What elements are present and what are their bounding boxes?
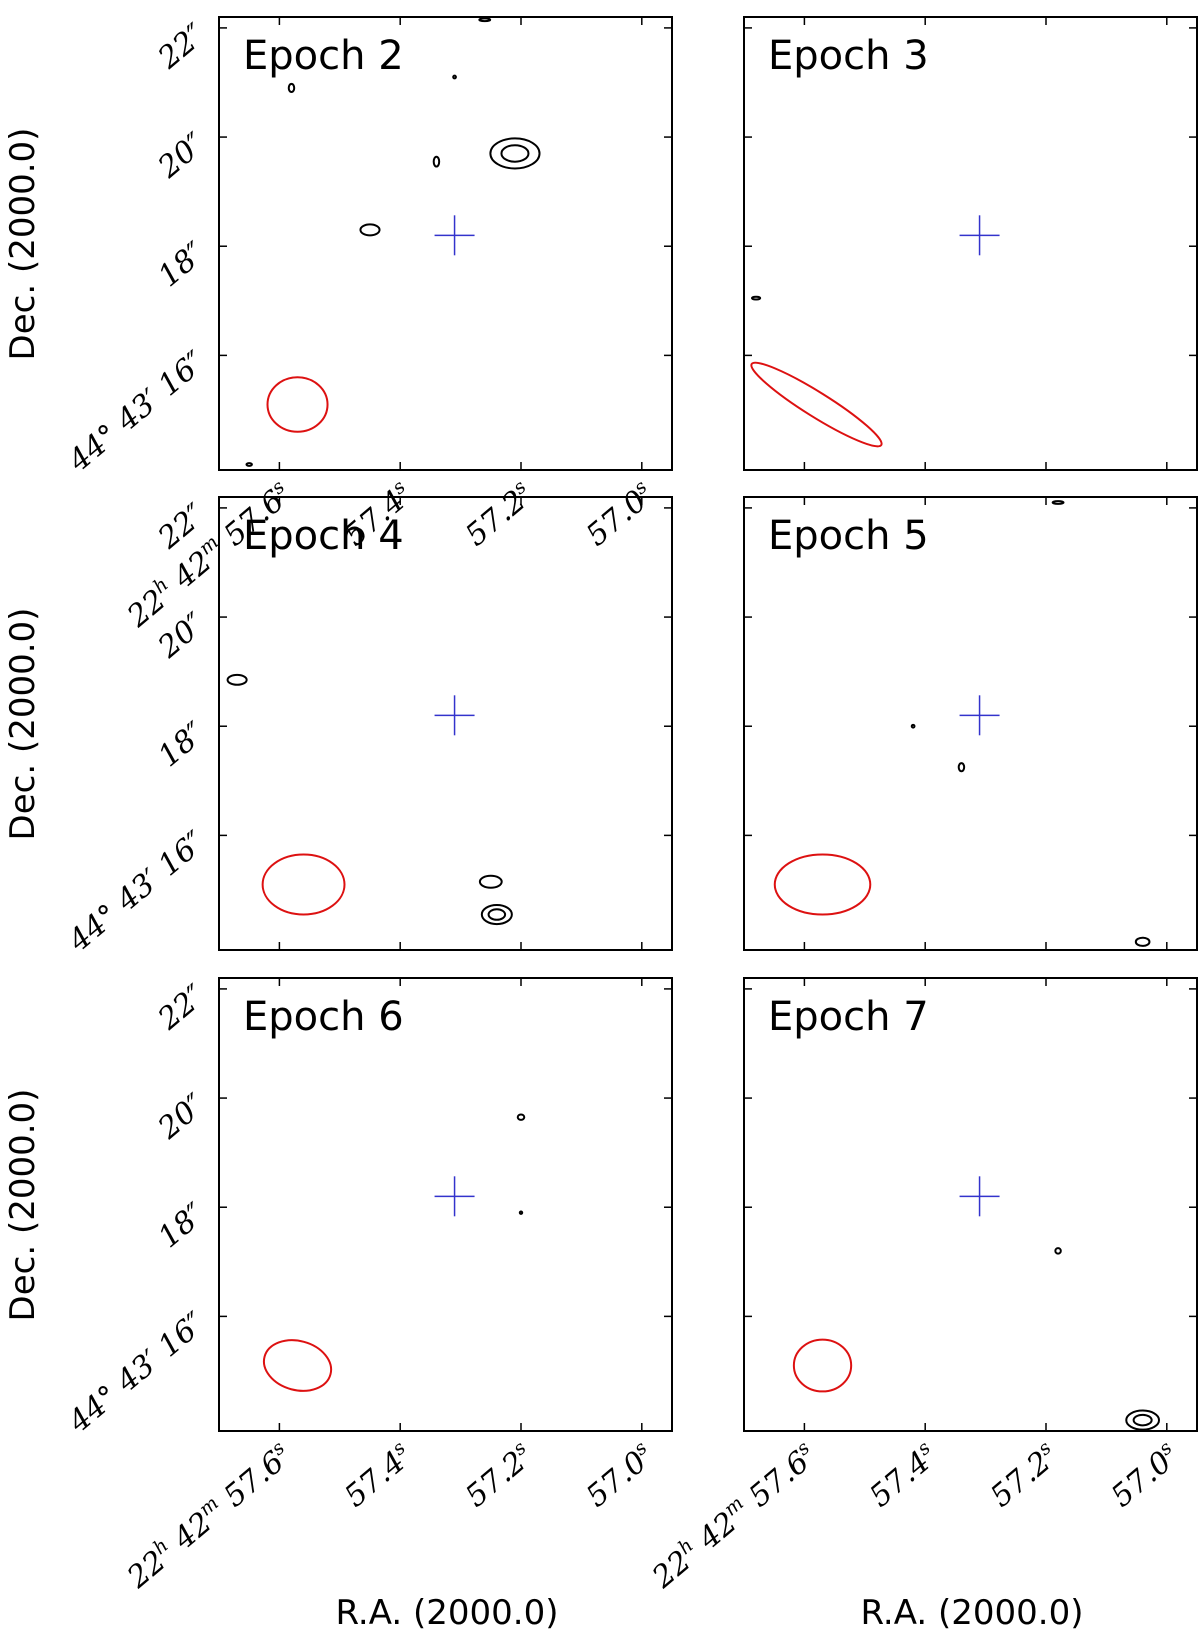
- plot-frame: [218, 977, 673, 1432]
- plot-frame: [743, 496, 1198, 951]
- contour: [957, 762, 966, 773]
- panel-title: Epoch 2: [243, 33, 404, 79]
- beam-ellipse: [262, 1339, 333, 1392]
- xtick-label: 57.4s: [337, 1437, 420, 1515]
- xtick-label: 22h 42m 57.6s: [119, 1437, 299, 1596]
- contour: [487, 908, 507, 921]
- contour: [518, 1210, 524, 1215]
- panel-epoch-4: 22″20″18″44° 43′ 16″Epoch 4: [61, 496, 673, 959]
- xtick-label: 57.2s: [458, 476, 541, 554]
- ylabel-row-1: Dec. (2000.0): [3, 128, 43, 361]
- beam-ellipse: [792, 1338, 853, 1393]
- beam-ellipse: [266, 376, 329, 433]
- contour: [359, 223, 381, 237]
- contour: [750, 295, 762, 301]
- ytick-label: 44° 43′ 16″: [61, 824, 213, 959]
- contour: [245, 462, 253, 467]
- contour: [1051, 500, 1065, 505]
- panel-epoch-7: 22h 42m 57.6s 57.4s 57.2s 57.0s Epoch 7: [644, 977, 1198, 1596]
- plot-frame: [218, 496, 673, 951]
- ytick-label: 18″: [152, 1196, 213, 1255]
- ytick-label: 44° 43′ 16″: [61, 1305, 213, 1440]
- plot-frame: [743, 16, 1198, 471]
- contour: [478, 17, 492, 23]
- panel-grid: 22″20″18″44° 43′ 16″22h 42m 57.6s 57.4s 57…: [61, 16, 1198, 1596]
- xtick-label: 57.0s: [579, 1437, 662, 1515]
- contour: [452, 74, 457, 80]
- ytick-label: 22″: [151, 17, 213, 77]
- ylabel-row-2: Dec. (2000.0): [3, 608, 43, 841]
- contour: [287, 82, 296, 94]
- xtick-label: 22h 42m 57.6s: [644, 1437, 824, 1596]
- contour: [910, 723, 916, 729]
- ytick-label: 18″: [152, 235, 213, 294]
- beam-ellipse: [750, 361, 883, 448]
- xlabel-col-1: R.A. (2000.0): [336, 1593, 559, 1633]
- contour: [432, 155, 441, 168]
- panel-title: Epoch 7: [768, 994, 929, 1040]
- contour: [1134, 936, 1151, 947]
- panel-epoch-3: Epoch 3: [743, 16, 1198, 471]
- beam-ellipse: [261, 853, 346, 916]
- contour: [500, 144, 530, 163]
- beam-ellipse: [773, 853, 872, 916]
- panel-epoch-5: Epoch 5: [743, 496, 1198, 951]
- xlabel-col-2: R.A. (2000.0): [861, 1593, 1084, 1633]
- plot-frame: [743, 977, 1198, 1432]
- ytick-label: 22″: [151, 978, 213, 1038]
- contour: [1125, 1409, 1161, 1431]
- panel-title: Epoch 3: [768, 33, 929, 79]
- panel-title: Epoch 5: [768, 513, 929, 559]
- xtick-label: 57.2s: [983, 1437, 1066, 1515]
- contour: [1054, 1247, 1062, 1255]
- panel-title: Epoch 4: [243, 513, 404, 559]
- xtick-label: 57.0s: [579, 476, 662, 554]
- contour: [516, 1113, 526, 1121]
- contour: [480, 903, 513, 926]
- xtick-label: 57.2s: [458, 1437, 541, 1515]
- panel-epoch-6: 22″ 20″ 18″ 44° 43′ 16″22h 42m 57.6s 57.4s 57…: [61, 977, 673, 1596]
- ytick-label: 20″: [151, 1087, 213, 1147]
- contour: [489, 137, 541, 170]
- ytick-label: 20″: [151, 126, 213, 186]
- contour: [1132, 1413, 1153, 1427]
- panel-title: Epoch 6: [243, 994, 404, 1040]
- ytick-label: 44° 43′ 16″: [61, 344, 213, 479]
- xtick-label: 57.4s: [862, 1437, 945, 1515]
- ylabel-row-3: Dec. (2000.0): [3, 1089, 43, 1322]
- contour: [226, 673, 248, 686]
- ytick-label: 18″: [152, 715, 213, 774]
- xtick-label: 57.0s: [1104, 1437, 1187, 1515]
- contour: [478, 874, 503, 889]
- plot-frame: [218, 16, 673, 471]
